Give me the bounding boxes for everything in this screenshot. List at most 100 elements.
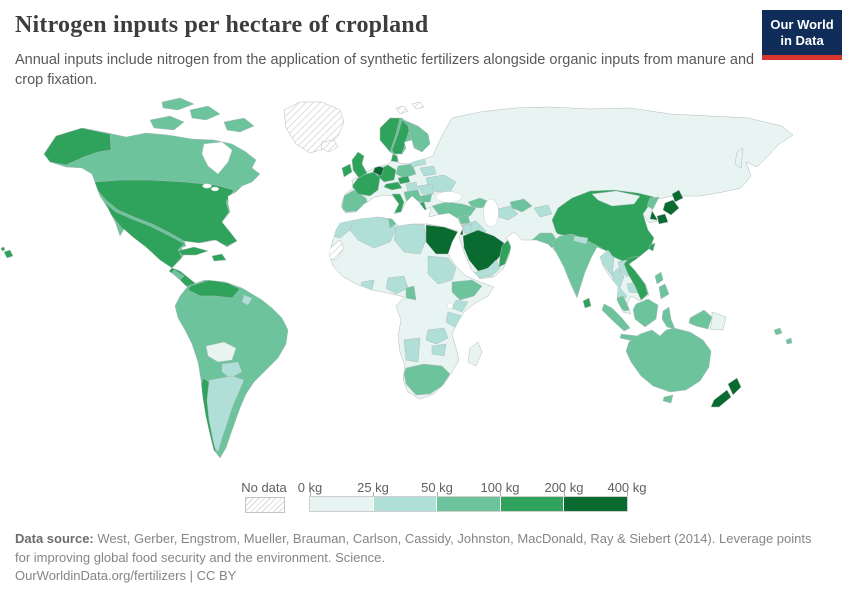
legend-segment-1[interactable] — [373, 497, 438, 511]
country-western-sahara[interactable] — [328, 239, 345, 261]
country-nepal[interactable] — [573, 235, 589, 245]
country-ethiopia[interactable] — [451, 279, 483, 301]
country-madagascar[interactable] — [467, 341, 483, 367]
country-svalbard[interactable] — [411, 101, 425, 110]
great-lakes — [210, 186, 220, 192]
country-denmark[interactable] — [390, 153, 399, 163]
legend-tick-label: 0 kg — [297, 480, 323, 495]
world-map — [0, 90, 850, 480]
country-sulawesi[interactable] — [661, 306, 676, 330]
country-czechia[interactable] — [397, 175, 411, 185]
legend-color-bar — [309, 496, 628, 512]
country-greenland[interactable] — [283, 101, 345, 154]
country-hawaii[interactable] — [0, 246, 6, 252]
country-cameroon[interactable] — [405, 285, 417, 301]
country-belarus[interactable] — [419, 165, 437, 177]
chart-subtitle: Annual inputs include nitrogen from the … — [15, 52, 755, 88]
country-new-zealand[interactable] — [727, 377, 742, 396]
country-philippines[interactable] — [658, 283, 670, 300]
arctic-island[interactable] — [161, 97, 195, 111]
country-sakhalin[interactable] — [734, 147, 744, 169]
country-united-kingdom[interactable] — [351, 151, 368, 179]
country-tasmania[interactable] — [662, 394, 674, 404]
legend-tick — [373, 492, 374, 497]
country-sweden[interactable] — [391, 119, 411, 154]
data-source-label: Data source: — [15, 531, 94, 546]
country-new-zealand[interactable] — [710, 389, 732, 408]
data-source-text: West, Gerber, Engstrom, Mueller, Brauman… — [15, 531, 812, 565]
country-ireland[interactable] — [341, 163, 353, 178]
legend-tick-label: 200 kg — [544, 480, 584, 495]
arctic-island[interactable] — [149, 115, 185, 131]
country-japan[interactable] — [656, 213, 669, 225]
country-alaska[interactable] — [44, 128, 112, 166]
country-taiwan[interactable] — [648, 242, 656, 252]
legend-tick-label: 100 kg — [480, 480, 520, 495]
country-kyrgyzstan[interactable] — [533, 204, 553, 218]
country-uzbekistan[interactable] — [509, 198, 533, 213]
country-spain[interactable] — [341, 189, 369, 213]
legend-tick — [564, 492, 565, 497]
country-bolivia[interactable] — [205, 341, 237, 363]
country-paraguay[interactable] — [221, 361, 243, 379]
owid-logo-line1: Our World — [770, 17, 834, 32]
no-data-swatch[interactable] — [245, 497, 285, 513]
country-austria-switzerland[interactable] — [383, 181, 403, 191]
country-finland[interactable] — [407, 125, 430, 153]
legend-segment-0[interactable] — [310, 497, 374, 511]
country-iceland[interactable] — [320, 139, 339, 153]
country-israel[interactable] — [458, 224, 464, 236]
country-pacific-islands[interactable] — [773, 327, 783, 336]
country-norway[interactable] — [380, 118, 401, 153]
country-pacific-islands[interactable] — [785, 337, 793, 345]
country-mongolia[interactable] — [591, 190, 641, 207]
country-kenya[interactable] — [451, 299, 469, 313]
legend-tick — [310, 492, 311, 497]
country-namibia[interactable] — [403, 337, 421, 363]
owid-logo[interactable]: Our World in Data — [762, 10, 842, 60]
black-sea — [435, 191, 463, 203]
country-nigeria[interactable] — [385, 275, 409, 295]
country-australia[interactable] — [625, 327, 712, 393]
country-philippines[interactable] — [654, 271, 664, 285]
country-zimbabwe[interactable] — [431, 343, 447, 357]
country-cuba[interactable] — [177, 246, 209, 256]
great-lakes — [202, 183, 212, 189]
legend-tick-label: 50 kg — [421, 480, 453, 495]
country-japan[interactable] — [662, 199, 680, 216]
legend-no-data-label: No data — [241, 480, 287, 495]
country-romania[interactable] — [417, 183, 435, 195]
legend-segment-4[interactable] — [564, 497, 627, 511]
country-poland[interactable] — [395, 163, 417, 179]
legend-segment-3[interactable] — [500, 497, 565, 511]
country-hawaii[interactable] — [3, 249, 14, 259]
arctic-island[interactable] — [223, 117, 255, 133]
country-south-africa[interactable] — [403, 363, 451, 396]
legend-tick — [437, 492, 438, 497]
country-sumatra[interactable] — [601, 303, 631, 332]
country-papua-new-guinea[interactable] — [709, 311, 727, 331]
country-west-papua[interactable] — [688, 309, 713, 330]
country-svalbard[interactable] — [395, 105, 409, 115]
country-borneo[interactable] — [632, 298, 659, 328]
country-hispaniola[interactable] — [211, 253, 227, 262]
country-japan[interactable] — [671, 189, 684, 203]
footer-link[interactable]: OurWorldinData.org/fertilizers | CC BY — [15, 568, 237, 583]
owid-logo-line2: in Data — [780, 33, 824, 49]
country-sri-lanka[interactable] — [582, 297, 592, 309]
country-libya[interactable] — [393, 223, 427, 255]
country-united-states[interactable] — [93, 179, 238, 247]
page-title: Nitrogen inputs per hectare of cropland — [15, 12, 429, 38]
country-zambia[interactable] — [425, 327, 449, 345]
country-sudan[interactable] — [427, 255, 457, 285]
map-legend: No data 0 kg 25 kg 50 kg 100 kg 200 kg 4… — [0, 480, 850, 516]
country-guatemala[interactable] — [171, 269, 185, 281]
legend-segment-2[interactable] — [437, 497, 501, 511]
legend-tick — [627, 492, 628, 497]
arctic-island[interactable] — [189, 105, 221, 121]
map-canvas — [0, 97, 794, 459]
country-guyana-suriname[interactable] — [241, 294, 253, 306]
country-algeria[interactable] — [349, 217, 397, 249]
data-source-note: Data source: West, Gerber, Engstrom, Mue… — [15, 530, 830, 568]
